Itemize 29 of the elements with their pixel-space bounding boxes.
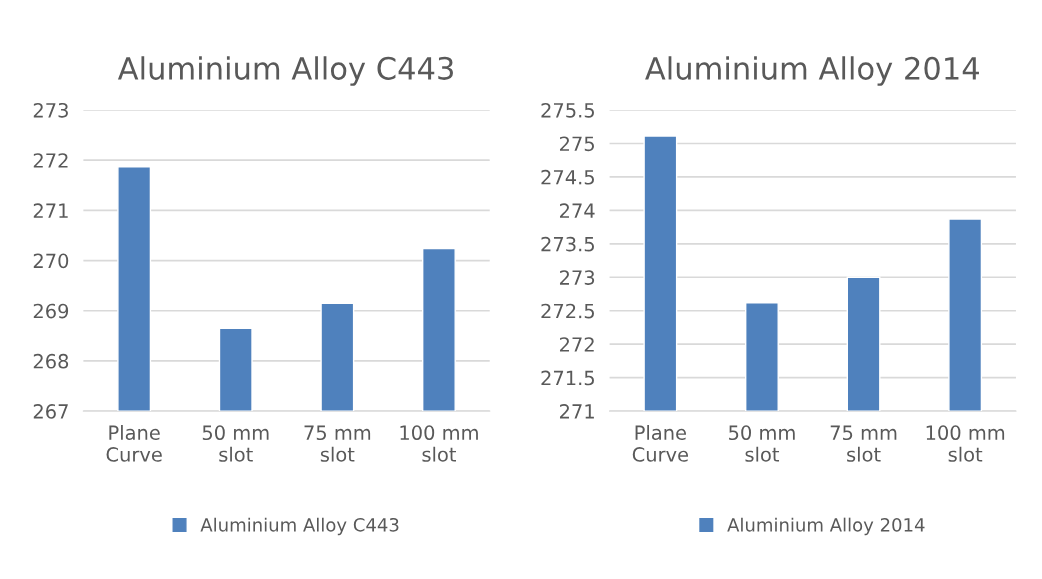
y-tick-label: 273 bbox=[33, 102, 68, 118]
y-tick-label: 274.5 bbox=[541, 169, 594, 185]
y-tick-label: 272 bbox=[559, 337, 594, 352]
x-tick-label: Plane Curve bbox=[106, 424, 162, 462]
y-tick-label: 271 bbox=[559, 404, 594, 419]
y-tick-label: 273.5 bbox=[541, 236, 594, 252]
x-tick-label: 75 mm slot bbox=[304, 425, 371, 462]
legend-label: Aluminium Alloy C443 bbox=[200, 517, 399, 536]
x-tick-label: 50 mm slot bbox=[202, 425, 269, 462]
x-tick-label: Plane Curve bbox=[632, 424, 689, 462]
chart-title: Aluminium Alloy 2014 bbox=[645, 56, 979, 86]
y-tick-label: 273 bbox=[559, 270, 595, 285]
legend-label: Aluminium Alloy 2014 bbox=[727, 517, 925, 536]
y-tick-label: 269 bbox=[33, 303, 69, 319]
y-tick-label: 272.5 bbox=[541, 303, 594, 319]
y-tick-label: 275 bbox=[559, 136, 594, 152]
y-tick-label: 268 bbox=[33, 353, 69, 369]
y-tick-label: 267 bbox=[33, 404, 68, 419]
x-tick-label: 75 mm slot bbox=[830, 425, 897, 462]
y-tick-label: 271.5 bbox=[541, 370, 594, 386]
chart-title: Aluminium Alloy C443 bbox=[117, 56, 453, 86]
x-tick-label: 100 mm slot bbox=[926, 425, 1005, 462]
x-tick-label: 50 mm slot bbox=[729, 425, 795, 462]
y-tick-label: 271 bbox=[33, 203, 68, 218]
y-tick-label: 274 bbox=[559, 203, 595, 218]
x-tick-label: 100 mm slot bbox=[400, 425, 478, 462]
y-tick-label: 270 bbox=[33, 253, 69, 269]
y-tick-label: 275.5 bbox=[541, 102, 594, 118]
y-tick-label: 272 bbox=[33, 153, 68, 168]
